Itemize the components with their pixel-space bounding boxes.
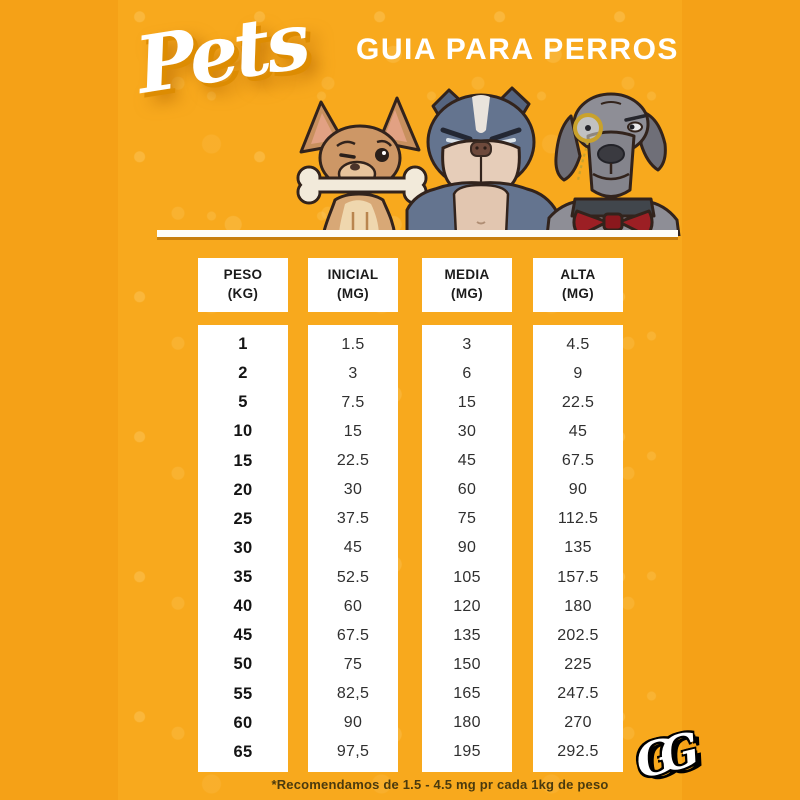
column-unit: (MG) xyxy=(562,286,594,301)
table-cell: 270 xyxy=(564,714,592,732)
table-cell: 67.5 xyxy=(561,452,595,470)
table-cell: 75 xyxy=(457,510,477,528)
table-cell: 25 xyxy=(233,509,253,528)
table-cell: 45 xyxy=(233,626,253,645)
table-cell: 247.5 xyxy=(557,685,599,703)
table-cell: 67.5 xyxy=(336,626,370,644)
table-cell: 3 xyxy=(348,364,358,382)
bowtie-icon xyxy=(572,209,654,236)
column-title: INICIAL xyxy=(327,267,379,283)
table-cell: 180 xyxy=(564,597,592,615)
table-cell: 50 xyxy=(233,655,253,674)
divider-rule xyxy=(157,230,678,237)
bulldog-illustration xyxy=(405,86,559,236)
table-cell: 90 xyxy=(568,481,588,499)
table-cell: 37.5 xyxy=(336,510,370,528)
recommendation-footnote: *Recomendamos de 1.5 - 4.5 mg pr cada 1k… xyxy=(271,777,609,792)
column-title: MEDIA xyxy=(444,267,490,283)
table-cell: 195 xyxy=(453,743,481,761)
table-cell: 45 xyxy=(457,452,477,470)
table-cell: 40 xyxy=(233,597,253,616)
table-cell: 10 xyxy=(233,422,253,441)
chihuahua-illustration xyxy=(296,96,428,236)
table-cell: 60 xyxy=(343,597,363,615)
column-unit: (MG) xyxy=(337,286,369,301)
column-values: 1.5 3 7.5 15 22.5 30 37.5 45 52.5 60 67.5 75 82,5 90 9… xyxy=(308,325,398,772)
table-cell: 15 xyxy=(233,451,253,470)
table-cell: 7.5 xyxy=(341,393,365,411)
monocle-icon xyxy=(573,113,603,181)
table-cell: 30 xyxy=(457,422,477,440)
table-cell: 35 xyxy=(233,568,253,587)
table-cell: 45 xyxy=(568,422,588,440)
table-cell: 97,5 xyxy=(336,743,370,761)
table-cell: 90 xyxy=(343,714,363,732)
table-cell: 180 xyxy=(453,714,481,732)
table-cell: 22.5 xyxy=(336,452,370,470)
table-cell: 52.5 xyxy=(336,568,370,586)
column-header: INICIAL (MG) xyxy=(308,258,398,312)
column-values: 4.5 9 22.5 45 67.5 90 112.5 135 157.5 180 202.5 225… xyxy=(533,325,623,772)
table-cell: 150 xyxy=(453,655,481,673)
column-values: 3 6 15 30 45 60 75 90 105 120 135 150 165 180 195 xyxy=(422,325,512,772)
table-cell: 30 xyxy=(233,538,253,557)
collar xyxy=(570,197,656,218)
column-unit: (KG) xyxy=(227,286,259,301)
table-cell: 105 xyxy=(453,568,481,586)
table-cell: 157.5 xyxy=(557,568,599,586)
table-cell: 112.5 xyxy=(557,510,599,528)
table-cell: 135 xyxy=(453,626,481,644)
table-cell: 4.5 xyxy=(566,335,590,353)
table-cell: 9 xyxy=(573,364,583,382)
table-cell: 90 xyxy=(457,539,477,557)
table-cell: 6 xyxy=(462,364,472,382)
gg-watermark-logo: GG xyxy=(630,724,691,790)
table-cell: 22.5 xyxy=(561,393,595,411)
table-cell: 120 xyxy=(453,597,481,615)
table-cell: 15 xyxy=(457,393,477,411)
bone-icon xyxy=(296,165,428,205)
table-cell: 30 xyxy=(343,481,363,499)
column-values: 1 2 5 10 15 20 25 30 35 40 45 50 55 60 65 xyxy=(198,325,288,772)
table-cell: 165 xyxy=(453,685,481,703)
column-title: PESO xyxy=(223,267,263,283)
great-dane-illustration xyxy=(545,92,681,236)
column-header: PESO (KG) xyxy=(198,258,288,312)
table-cell: 60 xyxy=(457,481,477,499)
column-unit: (MG) xyxy=(451,286,483,301)
table-cell: 75 xyxy=(343,655,363,673)
column-header: MEDIA (MG) xyxy=(422,258,512,312)
table-cell: 20 xyxy=(233,480,253,499)
table-cell: 202.5 xyxy=(557,626,599,644)
table-cell: 15 xyxy=(343,422,363,440)
table-cell: 55 xyxy=(233,684,253,703)
table-cell: 292.5 xyxy=(557,743,599,761)
table-cell: 82,5 xyxy=(336,685,370,703)
table-cell: 65 xyxy=(233,742,253,761)
table-cell: 5 xyxy=(238,393,248,412)
table-cell: 1 xyxy=(238,335,248,354)
page-title: GUIA PARA PERROS xyxy=(356,33,679,66)
table-cell: 135 xyxy=(564,539,592,557)
table-cell: 225 xyxy=(564,655,592,673)
table-cell: 3 xyxy=(462,335,472,353)
table-cell: 2 xyxy=(238,364,248,383)
column-title: ALTA xyxy=(560,267,596,283)
table-cell: 60 xyxy=(233,713,253,732)
column-header: ALTA (MG) xyxy=(533,258,623,312)
dogs-illustration xyxy=(296,86,681,236)
table-cell: 1.5 xyxy=(341,335,365,353)
table-cell: 45 xyxy=(343,539,363,557)
